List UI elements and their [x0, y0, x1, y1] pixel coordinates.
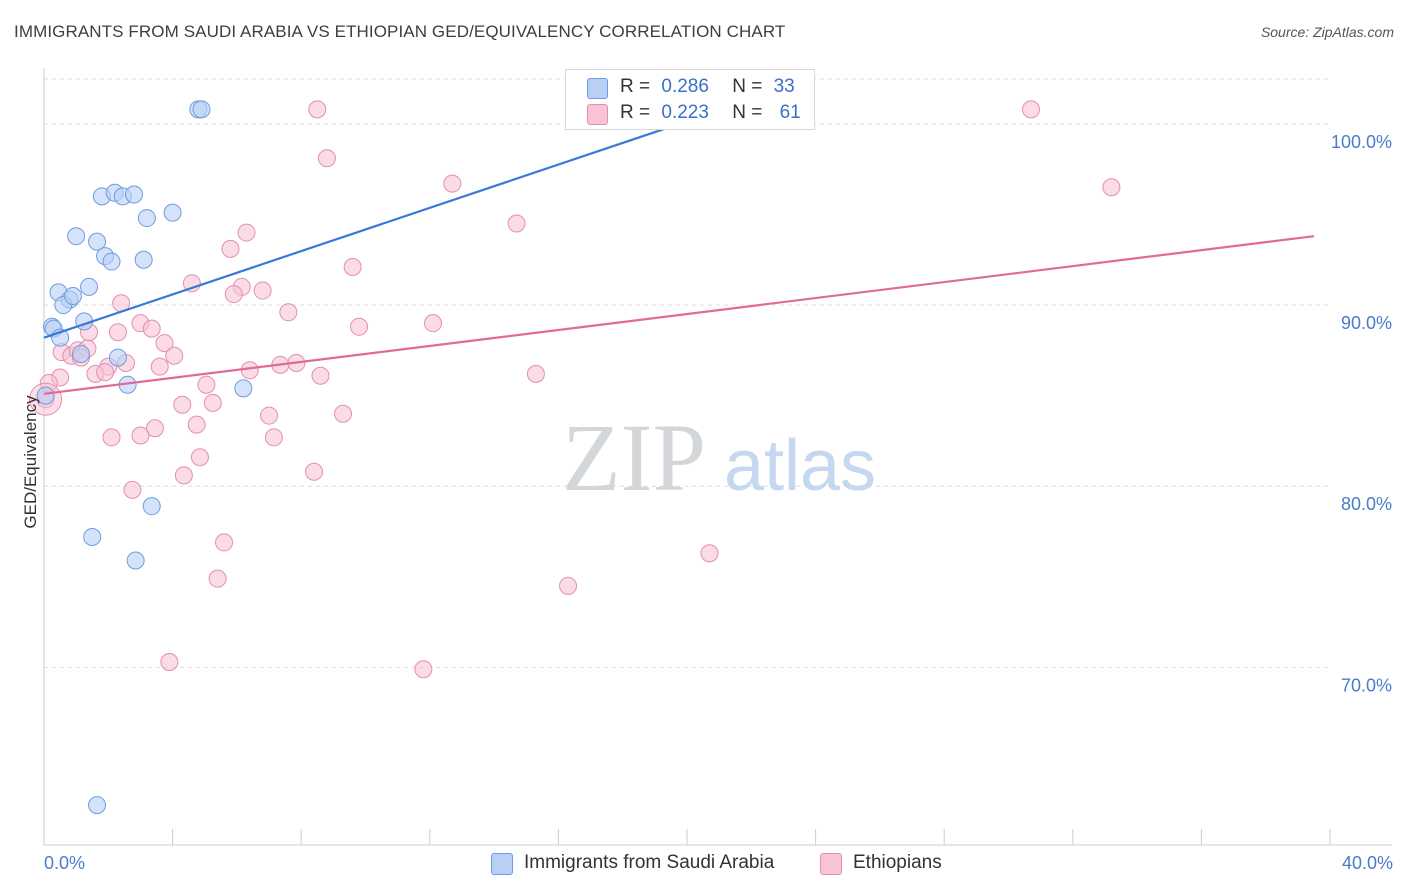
saudi-arabia-point	[163, 203, 182, 222]
stats-blue-row: R = 0.286 N = 33	[620, 76, 795, 98]
legend-blue-swatch	[491, 853, 513, 875]
saudi-arabia-point	[71, 344, 90, 363]
ethiopians-point	[190, 448, 209, 467]
y-tick-label: 70.0%	[1341, 675, 1392, 695]
legend-pink-label: Ethiopians	[853, 852, 942, 873]
watermark-atlas: atlas	[724, 426, 876, 506]
saudi-arabia-point	[234, 379, 253, 398]
stats-pink-r-value: 0.223	[661, 102, 709, 123]
y-tick-label: 80.0%	[1341, 494, 1392, 514]
y-tick-label: 100.0%	[1331, 132, 1392, 152]
ethiopians-point	[311, 366, 330, 385]
ethiopians-point	[507, 214, 526, 233]
ethiopians-point	[424, 314, 443, 333]
ethiopians-point	[142, 319, 161, 338]
ethiopians-point	[224, 285, 243, 304]
stats-pink-swatch	[587, 104, 608, 125]
ethiopians-point	[123, 480, 142, 499]
stats-pink-n-value: 61	[779, 102, 801, 123]
legend-blue-label: Immigrants from Saudi Arabia	[524, 852, 775, 873]
ethiopians-point	[240, 361, 259, 380]
ethiopians-point	[279, 303, 298, 322]
ethiopians-point	[155, 334, 174, 353]
stats-blue-r-value: 0.286	[661, 76, 709, 97]
ethiopians-point	[253, 281, 272, 300]
saudi-arabia-point	[63, 286, 82, 305]
trend-lines	[43, 113, 1315, 395]
stats-pink-r-label: R =	[620, 102, 651, 123]
ethiopians-point	[165, 346, 184, 365]
ethiopians-point	[108, 323, 127, 342]
ethiopians-point	[559, 576, 578, 595]
stats-blue-n-label: N =	[732, 76, 763, 97]
stats-blue-n-value: 33	[773, 76, 795, 97]
source-label: Source: ZipAtlas.com	[1260, 24, 1394, 40]
ethiopians-point	[700, 544, 719, 563]
ethiopians-point	[443, 174, 462, 193]
ethiopians-point	[1022, 100, 1041, 119]
saudi-arabia-point	[192, 100, 211, 119]
x-tick-label-max: 40.0%	[1342, 853, 1393, 873]
ethiopians-points	[29, 100, 1121, 679]
ethiopians-point	[187, 415, 206, 434]
ethiopians-point	[145, 419, 164, 438]
saudi-arabia-point	[88, 796, 107, 815]
ethiopians-point	[173, 395, 192, 414]
ethiopians-point	[264, 428, 283, 447]
ethiopians-point	[160, 652, 179, 671]
saudi-arabia-point	[134, 250, 153, 269]
saudi-arabia-point	[108, 348, 127, 367]
stats-blue-swatch	[587, 78, 608, 99]
stats-legend: R = 0.286 N = 33 R = 0.223 N = 61	[565, 69, 815, 130]
ethiopians-point	[208, 569, 227, 588]
ethiopians-trend-line	[43, 235, 1315, 395]
ethiopians-point	[317, 149, 336, 168]
saudi-arabia-points	[36, 100, 713, 815]
saudi-arabia-point	[125, 185, 144, 204]
saudi-arabia-point	[83, 527, 102, 546]
legend-pink-swatch	[820, 853, 842, 875]
saudi-arabia-point	[36, 386, 55, 405]
x-tick-label-min: 0.0%	[44, 853, 85, 873]
saudi-arabia-point	[67, 227, 86, 246]
stats-pink-n-label: N =	[732, 102, 763, 123]
ethiopians-point	[215, 533, 234, 552]
ethiopians-point	[305, 462, 324, 481]
ethiopians-point	[203, 393, 222, 412]
ethiopians-point	[102, 428, 121, 447]
ethiopians-point	[350, 317, 369, 336]
chart-title: IMMIGRANTS FROM SAUDI ARABIA VS ETHIOPIA…	[14, 22, 786, 41]
ethiopians-point	[1102, 178, 1121, 197]
saudi-arabia-point	[102, 252, 121, 271]
stats-blue-r-label: R =	[620, 76, 651, 97]
ethiopians-point	[414, 660, 433, 679]
saudi-arabia-point	[88, 232, 107, 251]
saudi-arabia-point	[142, 497, 161, 516]
ethiopians-point	[96, 363, 115, 382]
ethiopians-point	[333, 404, 352, 423]
y-tick-label: 90.0%	[1341, 313, 1392, 333]
ethiopians-point	[237, 223, 256, 242]
axes	[43, 68, 1392, 846]
ethiopians-point	[197, 375, 216, 394]
ethiopians-point	[343, 257, 362, 276]
ethiopians-point	[150, 357, 169, 376]
ethiopians-point	[221, 239, 240, 258]
stats-pink-row: R = 0.223 N = 61	[620, 102, 801, 124]
saudi-arabia-point	[126, 551, 145, 570]
grid-lines	[44, 78, 1330, 668]
saudi-arabia-point	[137, 209, 156, 228]
ethiopians-point	[131, 426, 150, 445]
ethiopians-point	[260, 406, 279, 425]
ethiopians-point	[308, 100, 327, 119]
ethiopians-point	[174, 466, 193, 485]
tick-labels: 70.0% 80.0% 90.0% 100.0% 0.0% 40.0%	[44, 132, 1393, 873]
saudi-arabia-trend-line	[43, 113, 707, 339]
ethiopians-point	[526, 364, 545, 383]
watermark-zip: ZIP	[562, 404, 706, 511]
watermark: ZIP atlas	[562, 404, 876, 511]
y-axis-label: GED/Equivalency	[21, 395, 40, 529]
saudi-arabia-point	[80, 277, 99, 296]
